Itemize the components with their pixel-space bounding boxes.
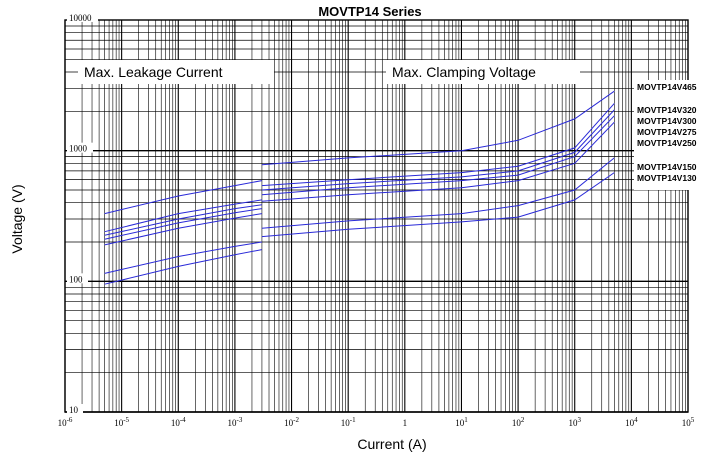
legend-label-movtp14v130: MOVTP14V130 [637, 173, 697, 183]
series-lines [104, 90, 615, 285]
x-tick-label: 102 [512, 416, 525, 428]
x-tick-label: 10-2 [284, 416, 299, 428]
series-line-movtp14v130-leakage [104, 249, 262, 285]
region-label: Max. Clamping Voltage [392, 64, 536, 80]
y-tick-label: 100 [69, 274, 83, 284]
x-tick-label: 10-6 [58, 416, 73, 428]
x-tick-label: 103 [568, 416, 581, 428]
region-label: Max. Leakage Current [84, 64, 223, 80]
x-tick-label: 104 [625, 416, 638, 428]
legend-label-movtp14v320: MOVTP14V320 [637, 105, 697, 115]
series-line-movtp14v465-leakage [104, 180, 262, 215]
legend-label-movtp14v300: MOVTP14V300 [637, 116, 697, 126]
legend-label-movtp14v150: MOVTP14V150 [637, 162, 697, 172]
x-tick-label: 105 [682, 416, 695, 428]
region-label-box [78, 60, 274, 84]
series-line-movtp14v275-leakage [104, 208, 262, 240]
series-line-movtp14v150-clamping [261, 157, 615, 229]
y-axis-label: Voltage (V) [9, 184, 25, 253]
region-labels: Max. Leakage Current Max. Clamping Voltag… [78, 60, 580, 84]
series-line-movtp14v320-clamping [261, 103, 615, 187]
x-tick-label: 1 [403, 418, 408, 428]
y-tick-label-background [67, 12, 98, 22]
series-line-movtp14v300-leakage [104, 204, 262, 236]
x-tick-label: 10-1 [341, 416, 356, 428]
y-tick-label-background [67, 273, 88, 284]
series-line-movtp14v250-clamping [261, 121, 615, 202]
chart-title: MOVTP14 Series [318, 4, 421, 19]
series-line-movtp14v465-clamping [261, 90, 615, 166]
legend: MOVTP14V465MOVTP14V320MOVTP14V300MOVTP14… [634, 80, 703, 190]
x-tick-labels: 10-6 10-5 10-4 10-3 10-2 10-1 1 101 102 103 104 105 [58, 416, 695, 428]
y-tick-label: 1000 [69, 144, 88, 154]
x-tick-label: 101 [455, 416, 468, 428]
x-tick-label: 10-3 [227, 416, 242, 428]
x-tick-label: 10-4 [171, 416, 186, 428]
y-tick-label: 10 [69, 405, 79, 415]
series-line-movtp14v275-clamping [261, 115, 615, 196]
legend-label-movtp14v250: MOVTP14V250 [637, 138, 697, 148]
y-tick-label-background [67, 142, 93, 153]
plot-frame [64, 19, 689, 413]
x-axis-label: Current (A) [357, 436, 426, 452]
legend-background [634, 80, 703, 190]
series-line-movtp14v320-leakage [104, 199, 262, 233]
region-label-box [386, 60, 580, 84]
legend-label-movtp14v275: MOVTP14V275 [637, 127, 697, 137]
legend-label-movtp14v465: MOVTP14V465 [637, 82, 697, 92]
series-line-movtp14v150-leakage [104, 241, 262, 274]
series-line-movtp14v300-clamping [261, 109, 615, 191]
x-tick-label: 10-5 [114, 416, 129, 428]
y-tick-label: 10000 [69, 13, 92, 23]
y-tick-label-background [67, 404, 83, 414]
series-line-movtp14v250-leakage [104, 213, 262, 246]
series-line-movtp14v130-clamping [261, 172, 615, 238]
y-tick-labels: 10 100 1000 10000 [67, 12, 98, 415]
